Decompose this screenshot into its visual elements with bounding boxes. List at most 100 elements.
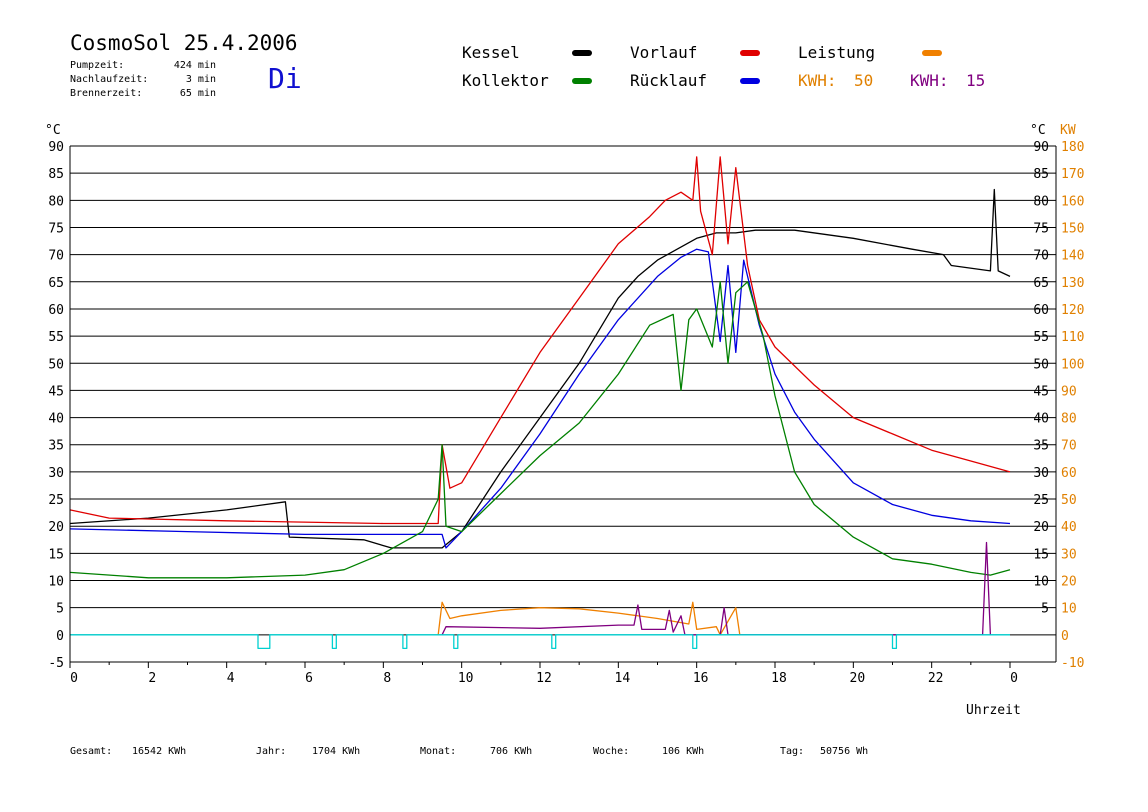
y-tick-label-left: 25 — [48, 493, 64, 508]
kw-tick-label: 160 — [1061, 194, 1084, 209]
y-tick-label-right: 25 — [1033, 493, 1049, 508]
y-tick-label-left: 60 — [48, 303, 64, 318]
x-tick-label: 0 — [70, 671, 78, 686]
legend: Kessel Vorlauf Leistung Kollektor Rückla… — [462, 43, 985, 90]
y-tick-label-left: 85 — [48, 167, 64, 182]
y-tick-label-right: 20 — [1033, 520, 1049, 535]
y-tick-label-right: 50 — [1033, 357, 1049, 372]
series-line-series-5 — [441, 541, 992, 636]
stat-label-nachlaufzeit: Nachlaufzeit: — [70, 74, 148, 85]
y-tick-label-left: 75 — [48, 221, 64, 236]
y-tick-label-right: 80 — [1033, 194, 1049, 209]
y-tick-label-left: 20 — [48, 520, 64, 535]
y-axis-unit-right: °C — [1030, 123, 1046, 138]
footer-totals: Gesamt: 16542 KWh Jahr: 1704 KWh Monat: … — [70, 746, 868, 757]
x-tick-label: 22 — [928, 671, 944, 686]
kw-tick-label: 60 — [1061, 466, 1077, 481]
y-tick-label-right: 10 — [1033, 575, 1049, 590]
kw-tick-label: 80 — [1061, 412, 1077, 427]
y-tick-label-right: 90 — [1033, 140, 1049, 155]
series-line-kollektor — [69, 281, 1011, 579]
y-tick-label-left: 65 — [48, 276, 64, 291]
kw-tick-label: 30 — [1061, 547, 1077, 562]
y-tick-label-left: 30 — [48, 466, 64, 481]
grid — [70, 145, 1056, 636]
y-tick-label-right: 70 — [1033, 249, 1049, 264]
legend-label-ruecklauf: Rücklauf — [630, 71, 707, 90]
y-tick-label-left: 70 — [48, 249, 64, 264]
y-tick-label-left: 45 — [48, 384, 64, 399]
footer-value-jahr: 1704 KWh — [312, 746, 360, 757]
y-tick-label-left: 35 — [48, 439, 64, 454]
kw-axis-unit: KW — [1060, 123, 1076, 138]
y-tick-label-right: 45 — [1033, 384, 1049, 399]
kw-tick-label: 0 — [1061, 629, 1069, 644]
footer-label-woche: Woche: — [593, 746, 629, 757]
kw-tick-label: 10 — [1061, 602, 1077, 617]
y-tick-label-left: 5 — [56, 602, 64, 617]
stat-value-pumpzeit: 424 min — [174, 60, 216, 71]
series-line-leistung — [437, 601, 741, 636]
x-tick-label: 14 — [615, 671, 631, 686]
x-tick-label: 8 — [383, 671, 391, 686]
kw-tick-label: 70 — [1061, 439, 1077, 454]
stat-value-nachlaufzeit: 3 min — [186, 74, 216, 85]
footer-value-tag: 50756 Wh — [820, 746, 868, 757]
kw-tick-label: 180 — [1061, 140, 1084, 155]
y-tick-label-right: 60 — [1033, 303, 1049, 318]
x-tick-label: 0 — [1010, 671, 1018, 686]
legend-label-kollektor: Kollektor — [462, 71, 549, 90]
kwh-purple-label: KWH: — [910, 71, 949, 90]
x-tick-label: 4 — [227, 671, 235, 686]
weekday-label: Di — [268, 62, 302, 95]
kw-tick-label: 140 — [1061, 249, 1084, 264]
x-tick-label: 6 — [305, 671, 313, 686]
footer-value-gesamt: 16542 KWh — [132, 746, 186, 757]
kw-tick-label: 170 — [1061, 167, 1084, 182]
kw-tick-label: 90 — [1061, 384, 1077, 399]
y-tick-label-right: 55 — [1033, 330, 1049, 345]
legend-swatch-leistung — [922, 50, 942, 56]
kwh-orange-value: 50 — [854, 71, 873, 90]
kw-tick-label: 50 — [1061, 493, 1077, 508]
stat-label-brennerzeit: Brennerzeit: — [70, 88, 142, 99]
kw-tick-label: 120 — [1061, 303, 1084, 318]
footer-label-jahr: Jahr: — [256, 746, 286, 757]
y-tick-label-right: 40 — [1033, 412, 1049, 427]
x-tick-label: 20 — [850, 671, 866, 686]
x-tick-label: 18 — [771, 671, 787, 686]
y-tick-label-right: 35 — [1033, 439, 1049, 454]
tick-labels: -505101520253035404550556065707580859051… — [48, 140, 1084, 686]
series-line-kessel — [69, 188, 1011, 549]
y-tick-label-right: 85 — [1033, 167, 1049, 182]
kw-tick-label: 40 — [1061, 520, 1077, 535]
series-line-series-6 — [70, 634, 1010, 650]
y-tick-label-left: 15 — [48, 547, 64, 562]
y-tick-label-right: 15 — [1033, 547, 1049, 562]
footer-value-woche: 106 KWh — [662, 746, 704, 757]
y-tick-label-right: 65 — [1033, 276, 1049, 291]
legend-label-leistung: Leistung — [798, 43, 875, 62]
series-lines — [69, 156, 1011, 650]
kwh-orange-label: KWH: — [798, 71, 837, 90]
kw-tick-label: -10 — [1061, 656, 1084, 671]
x-tick-label: 2 — [148, 671, 156, 686]
kw-tick-label: 130 — [1061, 276, 1084, 291]
kw-tick-label: 110 — [1061, 330, 1084, 345]
kw-tick-label: 100 — [1061, 357, 1084, 372]
legend-label-vorlauf: Vorlauf — [630, 43, 697, 62]
x-axis-label: Uhrzeit — [966, 703, 1021, 718]
stat-label-pumpzeit: Pumpzeit: — [70, 60, 124, 71]
stat-value-brennerzeit: 65 min — [180, 88, 216, 99]
y-tick-label-left: 80 — [48, 194, 64, 209]
y-tick-label-right: 75 — [1033, 221, 1049, 236]
footer-label-monat: Monat: — [420, 746, 456, 757]
y-axis-unit-left: °C — [45, 123, 61, 138]
x-tick-label: 10 — [458, 671, 474, 686]
legend-swatch-vorlauf — [740, 50, 760, 56]
y-tick-label-right: 30 — [1033, 466, 1049, 481]
y-tick-label-left: 0 — [56, 629, 64, 644]
footer-value-monat: 706 KWh — [490, 746, 532, 757]
y-tick-label-left: 90 — [48, 140, 64, 155]
